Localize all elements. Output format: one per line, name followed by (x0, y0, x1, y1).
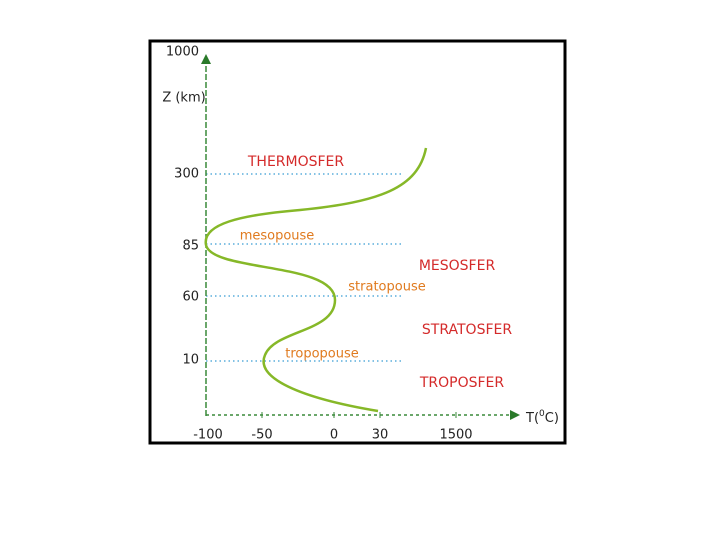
y-tick-label: 300 (174, 167, 199, 182)
x-tick-label: 1500 (439, 428, 472, 443)
frame (148, 39, 567, 445)
pause-label: stratopouse (348, 280, 425, 295)
x-tick-label: 30 (372, 428, 389, 443)
y-tick-label: 10 (182, 353, 199, 368)
x-axis-label: T(0C) (525, 409, 559, 426)
y-tick-label: 85 (182, 239, 199, 254)
temperature-curve (204, 147, 428, 413)
y-axis-label: Z (km) (162, 91, 205, 106)
y-tick-label: 60 (182, 290, 199, 305)
y-tick-label: 1000 (166, 45, 199, 60)
layer-label: MESOSFER (419, 258, 496, 274)
x-tick-label: -50 (251, 428, 272, 443)
pause-label: tropopouse (285, 347, 359, 362)
x-axis-label-superscript: 0 (539, 409, 545, 419)
pause-label: mesopouse (240, 229, 315, 244)
y-arrow (201, 54, 211, 64)
x-arrow (510, 410, 520, 420)
x-tick-label: -100 (193, 428, 223, 443)
layer-label: THERMOSFER (247, 154, 345, 170)
x-tick-marks (261, 412, 457, 418)
x-tick-label: 0 (330, 428, 338, 443)
layer-label: TROPOSFER (419, 375, 505, 391)
x-axis-label-suffix: C) (545, 411, 559, 426)
x-axis-label-prefix: T( (525, 411, 539, 426)
layer-label: STRATOSFER (422, 322, 512, 338)
